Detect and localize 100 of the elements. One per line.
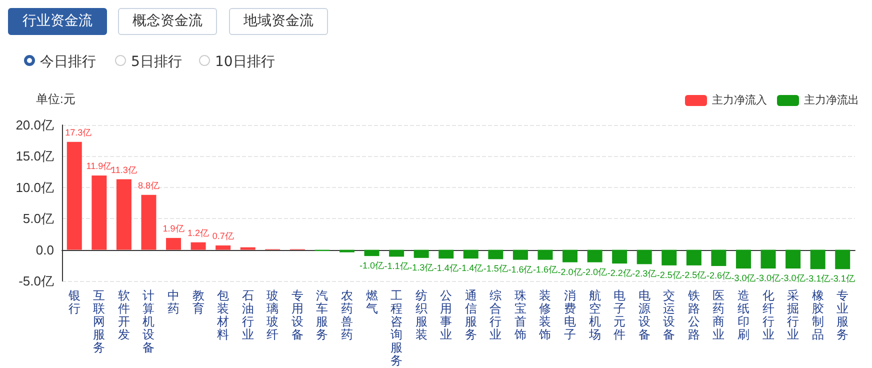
text: 概念资金流 <box>118 8 217 35</box>
bar <box>166 238 182 250</box>
y-tick-label: 10.0亿 <box>16 180 54 195</box>
bar <box>587 250 602 262</box>
bar <box>786 250 801 269</box>
data-label: -2.5亿 <box>682 270 706 280</box>
legend-label: 主力净流出 <box>804 94 859 106</box>
x-tick-label: 化纤行业 <box>762 288 774 342</box>
data-label: -1.0亿 <box>360 260 384 271</box>
x-tick-label: 工程咨询服务 <box>390 288 403 368</box>
bar <box>662 250 677 266</box>
x-tick-label: 专用设备 <box>291 288 304 342</box>
x-tick-label: 电子元件 <box>614 288 626 342</box>
bar <box>364 250 380 256</box>
data-label: -2.5亿 <box>656 270 682 280</box>
x-tick-label: 公用事业 <box>440 288 452 342</box>
bar <box>488 250 504 260</box>
x-tick-label: 橡胶制品 <box>812 288 824 342</box>
x-tick-label: 农药兽药 <box>340 288 353 342</box>
data-label: -1.4亿 <box>458 263 484 274</box>
x-tick-label: 交运设备 <box>663 288 676 342</box>
bar <box>240 247 256 250</box>
x-tick-label: 珠宝首饰 <box>513 288 526 342</box>
bar <box>141 194 156 250</box>
x-tick-label: 医药商业 <box>712 288 725 342</box>
data-label: -3.1亿 <box>830 274 855 284</box>
data-label: -2.0亿 <box>582 266 608 277</box>
data-label: 11.9亿 <box>86 161 112 172</box>
bar <box>414 250 429 258</box>
x-tick-label: 综合行业 <box>490 288 502 342</box>
y-tick-label: -5.0亿 <box>18 274 54 288</box>
x-tick-label: 电源设备 <box>638 288 650 342</box>
x-tick-label: 纺织服装 <box>415 288 428 342</box>
bar <box>216 245 231 250</box>
x-tick-label: 航空机场 <box>588 288 601 342</box>
bar <box>92 176 107 250</box>
y-axis-title: 单位:元 <box>36 92 76 106</box>
y-tick-label: 15.0亿 <box>16 148 54 164</box>
data-label: -1.6亿 <box>508 264 533 274</box>
data-label: -3.0亿 <box>731 273 756 284</box>
data-label: -3.1亿 <box>806 274 830 284</box>
x-tick-label: 包装材料 <box>216 288 230 342</box>
text: 行业资金流 <box>8 8 107 35</box>
data-label: -1.6亿 <box>532 264 558 274</box>
x-tick-label: 通信服务 <box>464 288 477 342</box>
data-label: 11.3亿 <box>111 164 137 175</box>
data-label: -1.5亿 <box>483 264 508 274</box>
text: 今日排行 <box>39 53 96 72</box>
bar <box>711 250 726 266</box>
y-tick-label: 20.0亿 <box>16 118 54 132</box>
bar <box>760 250 776 269</box>
data-label: -2.2亿 <box>607 268 632 278</box>
data-label: -2.3亿 <box>632 268 657 279</box>
x-tick-label: 石油行业 <box>242 288 254 342</box>
data-label: -2.6亿 <box>706 270 731 281</box>
bar <box>389 250 404 257</box>
bar <box>66 142 82 250</box>
data-label: -1.3亿 <box>409 262 434 272</box>
bar <box>686 250 702 266</box>
data-label: 1.9亿 <box>162 223 184 234</box>
y-tick-label: 0.0 <box>36 242 54 258</box>
text: 地域资金流 <box>229 8 328 35</box>
bar <box>810 250 826 270</box>
x-tick-label: 教育 <box>192 288 204 316</box>
data-label: -3.0亿 <box>756 273 781 284</box>
x-tick-label: 汽车服务 <box>316 288 328 342</box>
bar <box>736 250 751 269</box>
data-label: -1.4亿 <box>434 263 458 274</box>
bar <box>612 250 628 264</box>
bar <box>438 250 454 259</box>
data-label: 0.7亿 <box>212 230 234 241</box>
data-label: -1.1亿 <box>384 261 409 272</box>
x-tick-label: 软件开发 <box>118 288 130 342</box>
data-label: 1.2亿 <box>188 228 210 238</box>
x-tick-label: 中药 <box>168 288 180 316</box>
x-tick-label: 铁路公路 <box>686 288 700 342</box>
data-label: -2.0亿 <box>558 266 582 277</box>
legend-label: 主力净流入 <box>712 94 767 106</box>
text: 5日排行 <box>130 53 182 72</box>
x-tick-label: 燃气 <box>366 288 378 316</box>
x-tick-label: 互联网服务 <box>93 288 106 354</box>
x-tick-label: 计算机设备 <box>142 288 155 354</box>
bar <box>190 242 206 250</box>
data-label: -3.0亿 <box>780 273 806 284</box>
x-tick-label: 玻璃玻纤 <box>266 288 279 342</box>
bar <box>512 250 528 260</box>
bar <box>463 250 478 259</box>
bar <box>116 179 132 250</box>
bar <box>835 250 850 270</box>
x-tick-label: 装修装饰 <box>538 288 552 342</box>
y-tick-label: 5.0亿 <box>22 211 54 226</box>
bar <box>339 250 354 252</box>
bar <box>636 250 652 264</box>
x-tick-label: 造纸印刷 <box>737 288 750 342</box>
x-tick-label: 银行 <box>67 288 80 316</box>
x-tick-label: 采掘行业 <box>787 288 800 342</box>
x-tick-label: 消费电子 <box>564 288 576 342</box>
bar <box>562 250 578 262</box>
data-label: 8.8亿 <box>138 180 160 190</box>
data-label: 17.3亿 <box>65 127 92 138</box>
